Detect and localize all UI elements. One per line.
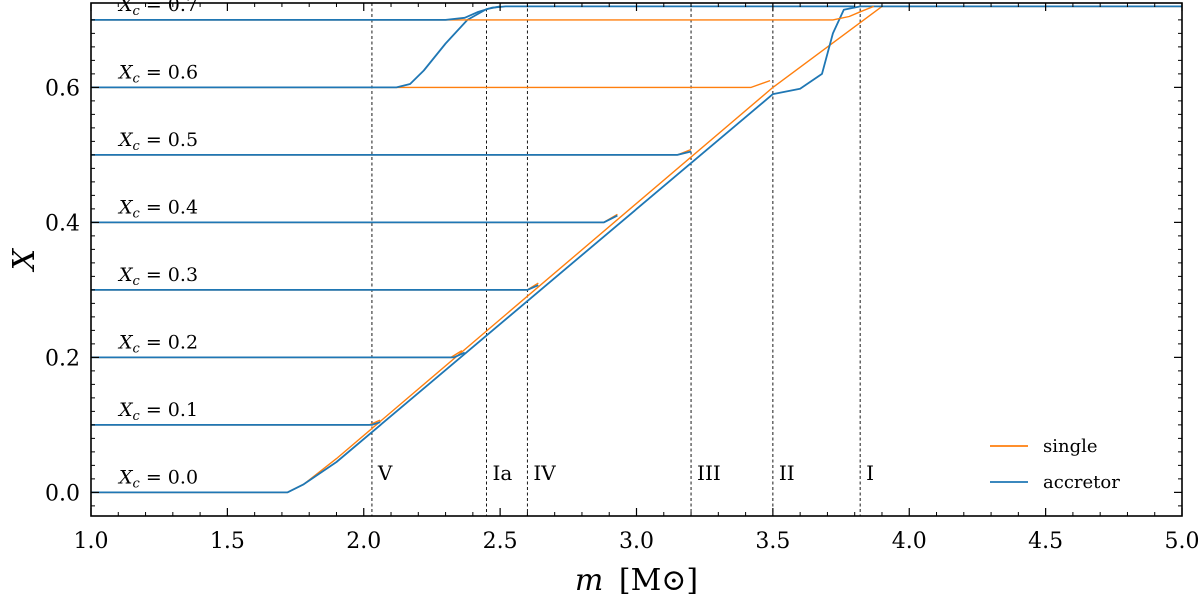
curve-label-sub: c — [133, 274, 141, 289]
x-tick-label: 3.5 — [755, 529, 790, 554]
curve-label: Xc = 0.7 — [117, 0, 198, 19]
curve-label-sub: c — [133, 206, 141, 221]
curve-label-value: = 0.3 — [140, 264, 198, 286]
x-tick-label: 4.5 — [1028, 529, 1063, 554]
curve-label-var: X — [117, 399, 134, 421]
curve-label: Xc = 0.4 — [117, 196, 198, 221]
axis-ticks: 1.0 1.5 2.0 2.5 3.0 3.5 4.0 4.5 5.0 0.0 0.2 0.4 0.6 — [45, 3, 1200, 554]
curve-label: Xc = 0.6 — [117, 61, 198, 86]
x-axis-unit: [M⊙] — [619, 563, 698, 598]
region-label: I — [866, 461, 874, 485]
curve-label-sub: c — [133, 341, 141, 356]
y-axis-label: X — [7, 247, 42, 272]
x-tick-label: 5.0 — [1165, 529, 1200, 554]
curve-label-value: = 0.4 — [140, 196, 198, 218]
accretor-series-line — [91, 5, 855, 21]
curve-label-var: X — [117, 196, 134, 218]
curve-label: Xc = 0.2 — [117, 331, 198, 356]
plot-frame — [90, 2, 1183, 517]
curve-label-var: X — [117, 61, 134, 83]
curve-labels: Xc = 0.0Xc = 0.1Xc = 0.2Xc = 0.3Xc = 0.4… — [117, 0, 198, 491]
curve-label-sub: c — [133, 409, 141, 424]
curve-label-value: = 0.6 — [140, 61, 198, 83]
y-tick-label: 0.6 — [45, 76, 80, 101]
accretor-series-line — [91, 351, 466, 359]
x-tick-label: 1.5 — [210, 529, 245, 554]
region-label: II — [779, 461, 795, 485]
curve-label-var: X — [117, 331, 134, 353]
region-label: IV — [533, 461, 556, 485]
region-lines — [371, 3, 861, 516]
x-tick-label: 4.0 — [892, 529, 927, 554]
curve-label-sub: c — [133, 476, 141, 491]
curve-label: Xc = 0.1 — [117, 399, 198, 424]
accretor-series-line — [91, 214, 618, 224]
x-tick-label: 3.0 — [619, 529, 654, 554]
curve-label-var: X — [117, 0, 134, 16]
curve-label-sub: c — [133, 71, 141, 86]
curve-label-value: = 0.0 — [140, 466, 198, 488]
curve-label-var: X — [117, 264, 134, 286]
single-series-line — [91, 5, 1182, 494]
x-axis-variable: m — [575, 563, 603, 598]
curve-label-value: = 0.5 — [140, 129, 198, 151]
region-labels: V Ia IV III II I — [377, 461, 874, 485]
curve-label-sub: c — [133, 139, 141, 154]
legend-label: single — [1043, 436, 1098, 457]
x-tick-label: 1.0 — [74, 529, 109, 554]
x-tick-label: 2.5 — [483, 529, 518, 554]
single-series-line — [91, 5, 875, 21]
accretor-series-line — [91, 5, 1182, 494]
curve-label-value: = 0.2 — [140, 331, 198, 353]
y-tick-label: 0.2 — [45, 346, 80, 371]
curve-label-var: X — [117, 466, 134, 488]
accretor-series-line — [91, 150, 692, 156]
curve-label-value: = 0.7 — [140, 0, 198, 16]
accretor-series-line — [91, 284, 539, 291]
curve-label: Xc = 0.3 — [117, 264, 198, 289]
curve-label: Xc = 0.5 — [117, 129, 198, 154]
curve-label-var: X — [117, 129, 134, 151]
accretor-series-line — [91, 421, 381, 426]
y-tick-label: 0.0 — [45, 481, 80, 506]
legend: single accretor — [990, 436, 1120, 493]
curve-label-value: = 0.1 — [140, 399, 198, 421]
curve-label-sub: c — [133, 4, 141, 19]
curve-label: Xc = 0.0 — [117, 466, 198, 491]
x-tick-label: 2.0 — [346, 529, 381, 554]
legend-label: accretor — [1043, 472, 1120, 493]
region-label: III — [697, 461, 721, 485]
series-lines — [91, 5, 1182, 494]
region-label: Ia — [492, 461, 512, 485]
x-axis-label: m [M⊙] — [575, 563, 698, 598]
y-tick-label: 0.4 — [45, 211, 80, 236]
region-label: V — [377, 461, 393, 485]
